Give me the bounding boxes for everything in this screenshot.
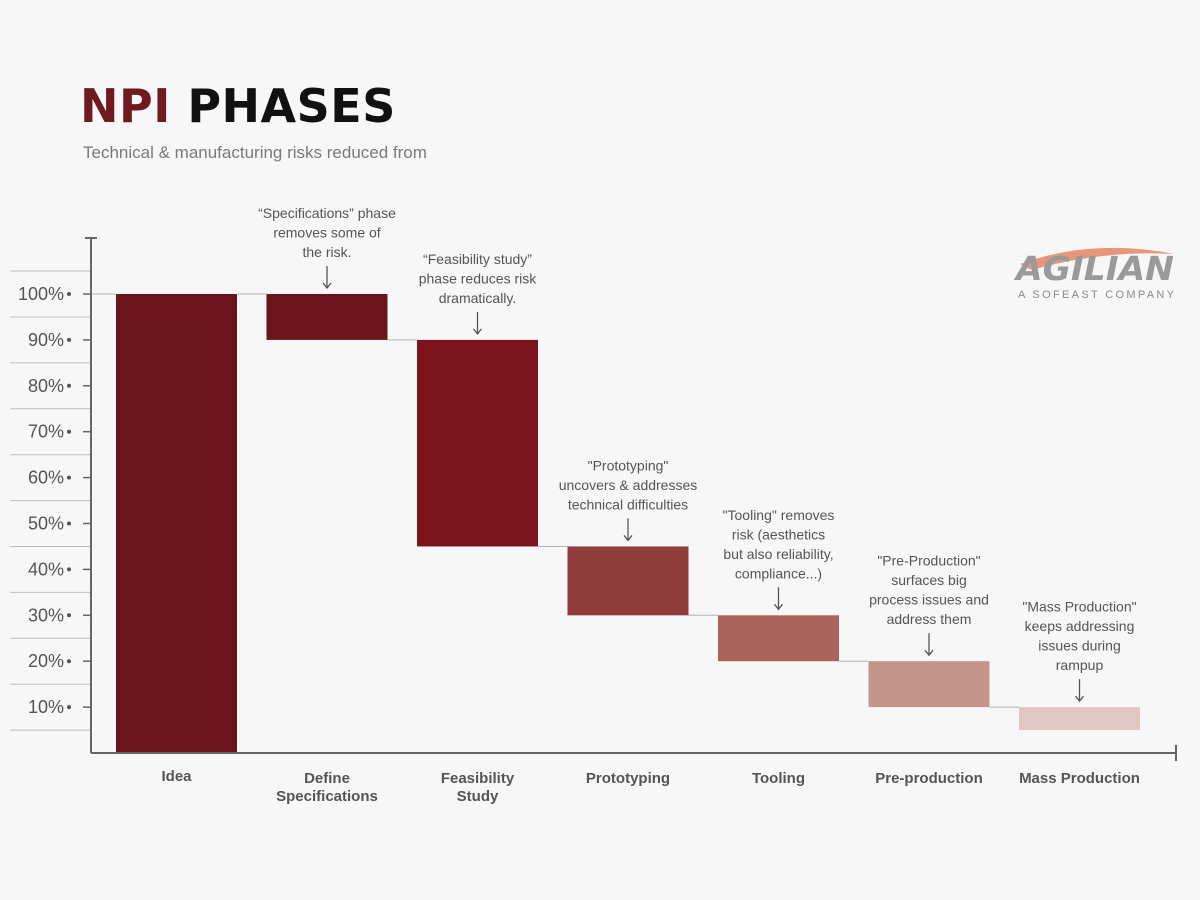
axes <box>85 237 1177 761</box>
annotation-text: “Feasibility study” <box>423 251 532 267</box>
bar-tooling <box>718 615 839 662</box>
y-tick-label: 40% <box>28 559 64 579</box>
y-tick-dot <box>67 613 71 618</box>
annotation-text: address them <box>887 611 972 627</box>
bar-idea <box>116 294 237 753</box>
annotation-text: "Pre-Production" <box>877 553 980 569</box>
page-title: NPI PHASES <box>80 78 396 134</box>
annotation-arrowhead <box>924 649 934 657</box>
x-tick-label: Prototyping <box>586 770 670 787</box>
annotation-text: "Tooling" removes <box>723 507 835 523</box>
logo-brand: AGILIAN <box>1013 249 1174 288</box>
x-tick-label: Tooling <box>752 770 805 787</box>
y-tick-dot <box>67 292 71 296</box>
y-tick-label: 50% <box>28 514 64 534</box>
annotation-text: issues during <box>1038 638 1121 654</box>
y-tick-dot <box>67 705 71 710</box>
annotation-text: phase reduces risk <box>419 270 538 286</box>
annotation-arrowhead <box>773 603 784 611</box>
y-tick-dot <box>67 521 71 526</box>
x-tick-label: Study <box>457 788 499 805</box>
y-tick-dot <box>67 659 71 664</box>
logo-swoosh <box>1020 247 1174 270</box>
y-tick-dot <box>67 429 71 434</box>
y-tick-label: 30% <box>28 605 64 625</box>
annotation-text: removes some of <box>273 225 380 241</box>
y-tick-label: 60% <box>28 468 64 488</box>
annotation-arrowhead <box>322 282 332 290</box>
y-tick-label: 20% <box>28 651 64 671</box>
bar-mass-production <box>1019 707 1140 731</box>
x-tick-label: Mass Production <box>1019 770 1140 787</box>
y-tick-dot <box>67 475 71 480</box>
annotation-text: dramatically. <box>439 290 517 306</box>
annotation-text: "Mass Production" <box>1022 599 1136 615</box>
bar-feasibility-study <box>417 339 538 547</box>
y-tick-label: 80% <box>28 376 64 396</box>
x-tick-label: Specifications <box>276 788 378 805</box>
annotation-text: compliance...) <box>735 565 822 581</box>
agilian-logo: AGILIAN A SOFEAST COMPANY <box>1013 247 1175 301</box>
title-phases: PHASES <box>187 79 396 133</box>
annotation-text: keeps addressing <box>1025 618 1135 634</box>
y-tick-labels: 10% 20% 30% 40% 50% 60% 70% 80% 90% 100% <box>18 284 71 717</box>
y-tick-dot <box>67 383 71 388</box>
bar-define-specifications <box>266 294 388 340</box>
bars <box>116 294 1140 753</box>
annotation-text: surfaces big <box>891 572 966 588</box>
x-tick-label: Pre-production <box>875 770 983 787</box>
annotation-arrowhead <box>1074 695 1085 703</box>
annotation-text: “Specifications” phase <box>258 205 396 221</box>
bar-prototyping <box>567 546 689 616</box>
connector-lines <box>91 293 1019 708</box>
annotation-text: but also reliability, <box>723 546 833 562</box>
y-tick-label: 70% <box>28 422 64 442</box>
annotation-text: uncovers & addresses <box>559 477 698 493</box>
annotation-text: rampup <box>1056 657 1104 673</box>
annotation-text: the risk. <box>302 244 351 260</box>
title-npi: NPI <box>80 79 171 133</box>
y-tick-label: 100% <box>18 284 64 304</box>
annotations: “Specifications” phase removes some of the… <box>258 205 1137 703</box>
annotation-arrowhead <box>623 535 633 542</box>
y-tick-label: 90% <box>28 330 64 350</box>
logo-tagline: A SOFEAST COMPANY <box>1018 289 1175 301</box>
annotation-text: risk (aesthetics <box>732 526 825 542</box>
annotation-arrowhead <box>472 328 483 335</box>
annotation-text: technical difficulties <box>568 496 688 512</box>
x-tick-label: Define <box>304 770 350 787</box>
bar-pre-production <box>868 661 990 708</box>
y-tick-dot <box>67 337 71 342</box>
annotation-text: "Prototyping" <box>588 457 669 473</box>
axis-tick-lines <box>10 270 91 731</box>
page-subtitle: Technical & manufacturing risks reduced … <box>83 143 427 162</box>
x-tick-label: Feasibility <box>441 770 515 787</box>
y-tick-label: 10% <box>28 697 64 717</box>
y-tick-dot <box>67 567 71 572</box>
annotation-text: process issues and <box>869 592 989 608</box>
x-tick-label: Idea <box>161 768 192 785</box>
